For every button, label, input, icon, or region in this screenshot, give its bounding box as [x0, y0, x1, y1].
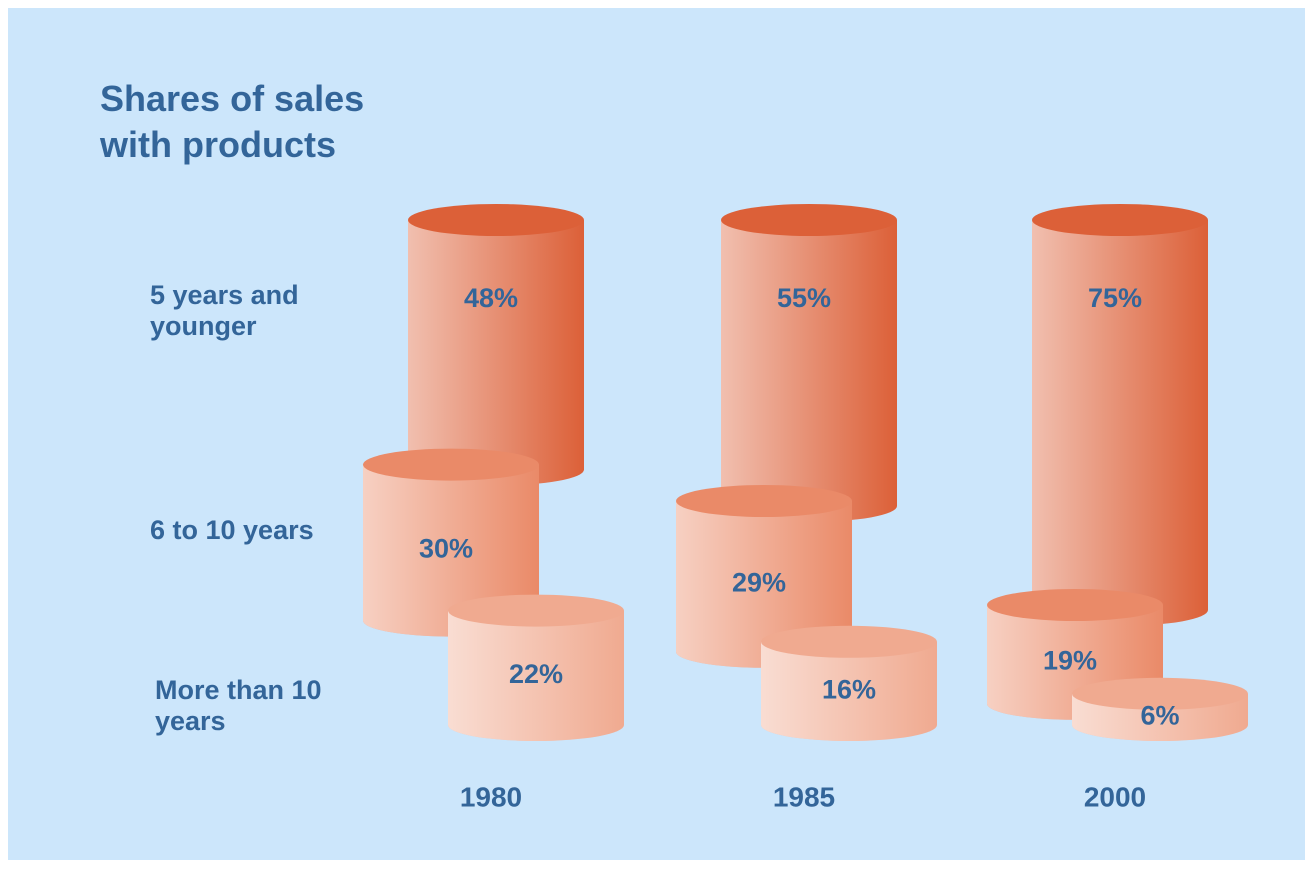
- cylinder-top: [761, 625, 937, 658]
- data-label: 48%: [464, 283, 518, 313]
- cylinder-top: [1032, 204, 1208, 236]
- cylinder-top: [676, 485, 852, 517]
- data-label: 55%: [777, 283, 831, 313]
- cylinder-top: [721, 204, 897, 236]
- cylinder-top: [363, 448, 539, 481]
- series-label: More than 10 years: [155, 675, 322, 736]
- cylinder-shading: [761, 641, 937, 741]
- data-label: 75%: [1088, 283, 1142, 313]
- cylinder-shading: [448, 610, 624, 741]
- series-label: 5 years and younger: [150, 280, 299, 341]
- cylinder-shading: [676, 501, 852, 668]
- data-label: 30%: [419, 534, 473, 564]
- series-label: 6 to 10 years: [150, 515, 314, 545]
- data-label: 16%: [822, 675, 876, 705]
- cylinder-shading: [721, 220, 897, 522]
- cylinder-shading: [363, 464, 539, 637]
- data-label: 29%: [732, 568, 786, 598]
- cylinder-top: [987, 589, 1163, 621]
- data-label: 22%: [509, 659, 563, 689]
- cylinder-shading: [1032, 220, 1208, 626]
- chart-title: Shares of sales with products: [100, 78, 365, 165]
- x-tick-label: 1985: [773, 781, 835, 812]
- x-tick-label: 1980: [460, 781, 522, 812]
- cylinder-top: [448, 594, 624, 627]
- x-tick-label: 2000: [1084, 781, 1146, 812]
- cylinder-top: [408, 204, 584, 236]
- data-label: 19%: [1043, 646, 1097, 676]
- cylinder-top: [1072, 677, 1248, 710]
- cylinder-shading: [408, 220, 584, 486]
- data-label: 6%: [1140, 701, 1179, 731]
